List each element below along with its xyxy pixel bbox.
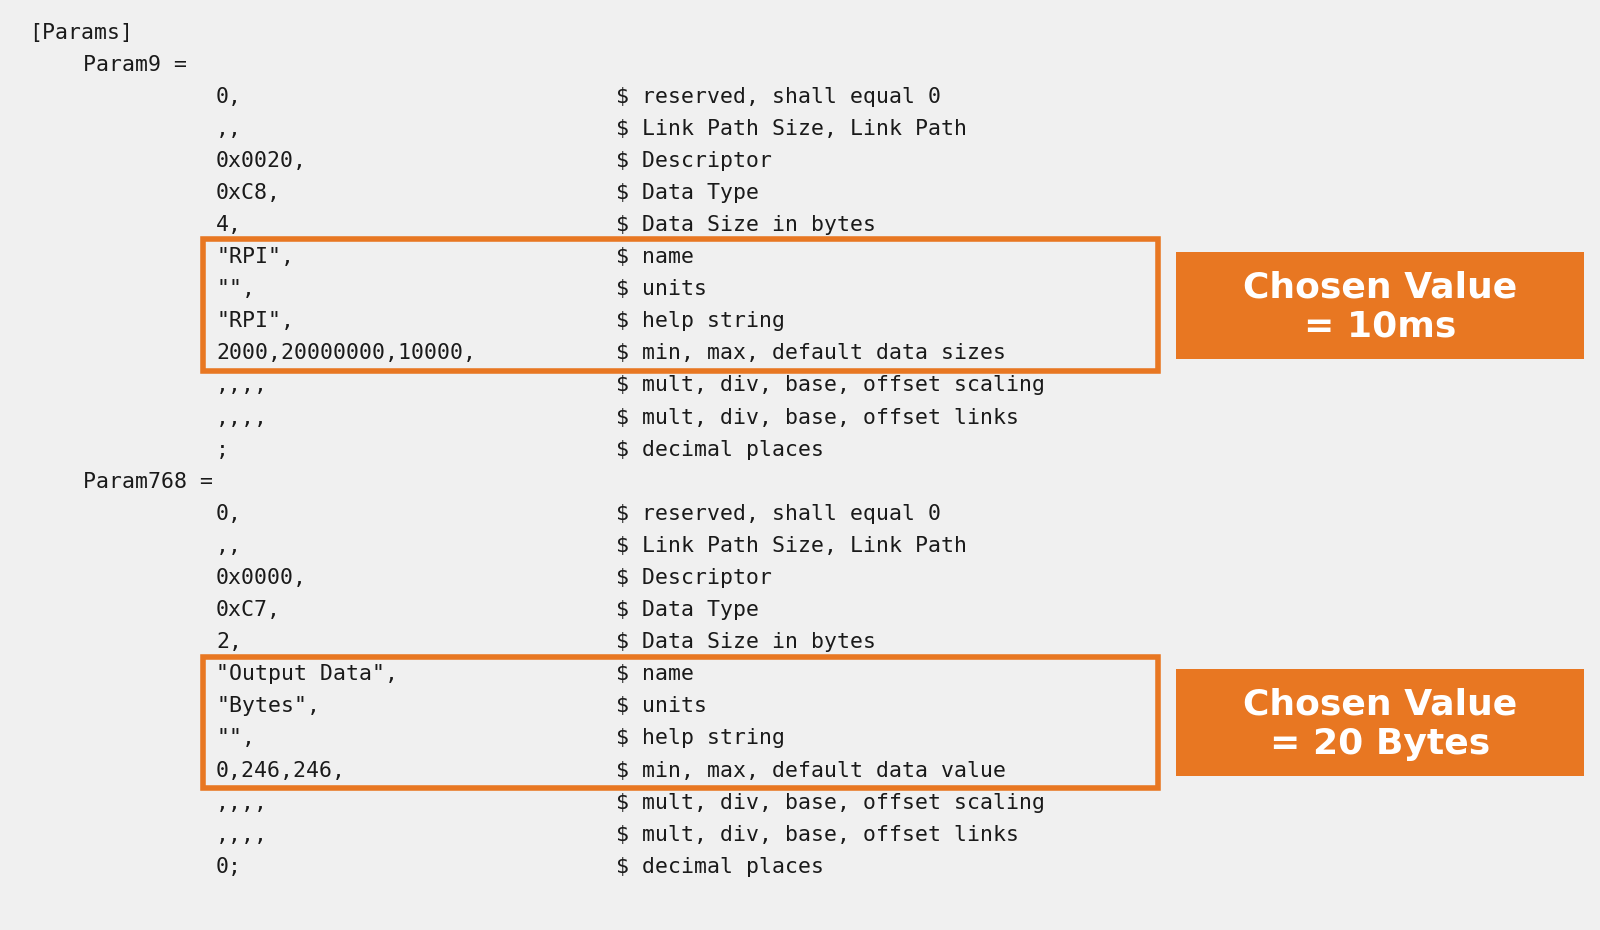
Text: "RPI",: "RPI", <box>216 312 294 331</box>
Text: $ Data Size in bytes: $ Data Size in bytes <box>616 632 877 652</box>
Text: $ decimal places: $ decimal places <box>616 440 824 459</box>
Text: $ help string: $ help string <box>616 728 786 749</box>
Text: "Bytes",: "Bytes", <box>216 697 320 716</box>
Text: $ min, max, default data value: $ min, max, default data value <box>616 761 1006 780</box>
Text: ;: ; <box>216 440 229 459</box>
Text: $ Data Size in bytes: $ Data Size in bytes <box>616 215 877 235</box>
Text: 0,: 0, <box>216 504 242 524</box>
Text: $ mult, div, base, offset links: $ mult, div, base, offset links <box>616 825 1019 844</box>
Text: Param768 =: Param768 = <box>83 472 213 492</box>
Text: 0x0020,: 0x0020, <box>216 151 307 171</box>
Text: $ Data Type: $ Data Type <box>616 183 758 203</box>
Text: ,,,,: ,,,, <box>216 376 269 395</box>
Text: = 10ms: = 10ms <box>1304 310 1456 344</box>
Text: $ decimal places: $ decimal places <box>616 857 824 877</box>
Text: "",: "", <box>216 279 254 299</box>
Text: ,,,,: ,,,, <box>216 407 269 428</box>
Text: "RPI",: "RPI", <box>216 247 294 267</box>
Text: "",: "", <box>216 728 254 749</box>
Text: $ mult, div, base, offset links: $ mult, div, base, offset links <box>616 407 1019 428</box>
Text: $ help string: $ help string <box>616 312 786 331</box>
Text: = 20 Bytes: = 20 Bytes <box>1270 726 1490 761</box>
Text: ,,: ,, <box>216 536 242 556</box>
Text: $ units: $ units <box>616 697 707 716</box>
Bar <box>203 657 1158 788</box>
Text: 2,: 2, <box>216 632 242 652</box>
Text: ,,,,: ,,,, <box>216 792 269 813</box>
Bar <box>203 240 1158 371</box>
Text: $ reserved, shall equal 0: $ reserved, shall equal 0 <box>616 504 941 524</box>
Text: 4,: 4, <box>216 215 242 235</box>
Text: "Output Data",: "Output Data", <box>216 664 398 684</box>
Text: ,,: ,, <box>216 119 242 139</box>
Text: 0xC8,: 0xC8, <box>216 183 282 203</box>
Text: ,,,,: ,,,, <box>216 825 269 844</box>
Text: 0xC7,: 0xC7, <box>216 600 282 620</box>
Text: $ units: $ units <box>616 279 707 299</box>
Text: 0;: 0; <box>216 857 242 877</box>
Text: $ mult, div, base, offset scaling: $ mult, div, base, offset scaling <box>616 376 1045 395</box>
Text: $ name: $ name <box>616 247 694 267</box>
Text: $ Link Path Size, Link Path: $ Link Path Size, Link Path <box>616 536 966 556</box>
Text: Chosen Value: Chosen Value <box>1243 270 1517 304</box>
Text: 2000,20000000,10000,: 2000,20000000,10000, <box>216 343 477 364</box>
Text: Chosen Value: Chosen Value <box>1243 687 1517 721</box>
Text: 0,: 0, <box>216 86 242 107</box>
Text: $ Data Type: $ Data Type <box>616 600 758 620</box>
Bar <box>1176 669 1584 776</box>
Text: $ Descriptor: $ Descriptor <box>616 151 771 171</box>
Text: Param9 =: Param9 = <box>83 55 187 74</box>
Text: [Params]: [Params] <box>29 22 133 43</box>
Bar <box>1176 252 1584 359</box>
Text: $ min, max, default data sizes: $ min, max, default data sizes <box>616 343 1006 364</box>
Text: 0x0000,: 0x0000, <box>216 568 307 588</box>
Text: $ reserved, shall equal 0: $ reserved, shall equal 0 <box>616 86 941 107</box>
Text: $ name: $ name <box>616 664 694 684</box>
Text: $ mult, div, base, offset scaling: $ mult, div, base, offset scaling <box>616 792 1045 813</box>
Text: 0,246,246,: 0,246,246, <box>216 761 346 780</box>
Text: $ Descriptor: $ Descriptor <box>616 568 771 588</box>
Text: $ Link Path Size, Link Path: $ Link Path Size, Link Path <box>616 119 966 139</box>
